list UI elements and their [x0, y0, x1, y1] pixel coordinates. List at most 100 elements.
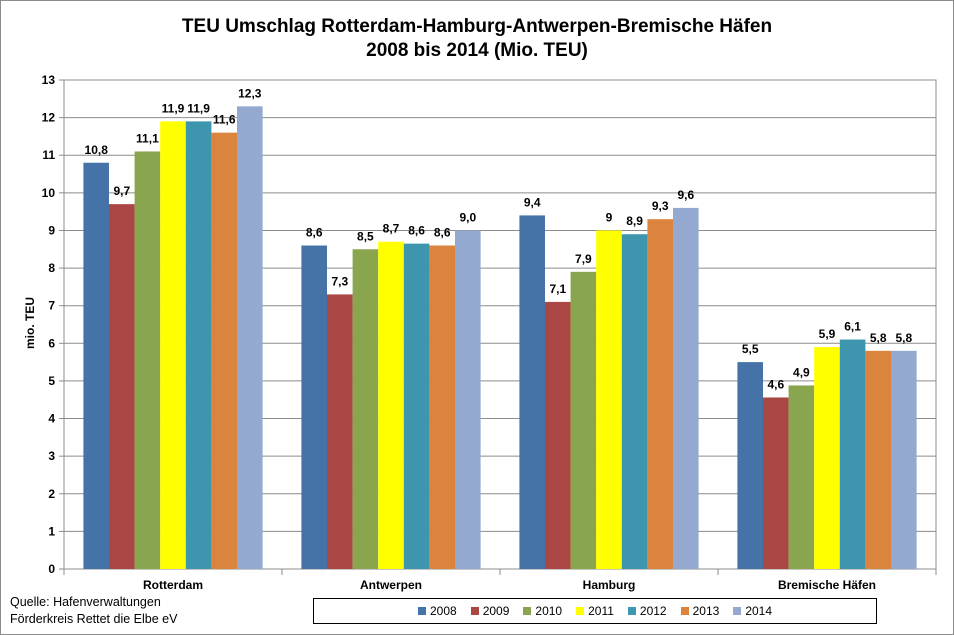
bar-2011-antwerpen — [378, 241, 404, 569]
y-tick-label: 4 — [48, 412, 55, 426]
bar-2009-hamburg — [545, 301, 571, 569]
y-tick-label: 9 — [48, 223, 55, 237]
data-label: 8,7 — [383, 222, 400, 236]
bar-2014-hamburg — [673, 207, 699, 569]
legend-label: 2012 — [639, 604, 667, 618]
bar-2014-antwerpen — [455, 230, 481, 569]
bar-2011-hamburg — [596, 230, 622, 569]
y-tick-label: 0 — [48, 562, 55, 576]
x-tick-label: Hamburg — [583, 578, 636, 592]
data-label: 9,0 — [459, 210, 476, 224]
data-label: 11,9 — [187, 101, 210, 115]
bar-2013-hamburg — [647, 219, 673, 569]
bar-2012-hamburg — [621, 234, 648, 569]
bar-2013-antwerpen — [429, 245, 455, 569]
bar-2010-antwerpen — [352, 249, 379, 569]
bar-2012-rotterdam — [185, 121, 212, 569]
data-label: 4,6 — [767, 377, 784, 391]
legend-label: 2010 — [535, 604, 563, 618]
data-label: 8,6 — [434, 226, 451, 240]
legend-label: 2011 — [588, 604, 614, 618]
data-label: 11,6 — [213, 113, 236, 127]
data-label: 9,7 — [113, 184, 130, 198]
data-label: 8,6 — [306, 226, 323, 240]
y-tick-label: 2 — [48, 487, 55, 501]
data-label: 8,5 — [357, 229, 374, 243]
bar-2010-hamburg — [570, 271, 597, 569]
y-tick-label: 1 — [48, 524, 55, 538]
data-label: 11,9 — [162, 101, 185, 115]
data-label: 11,1 — [136, 131, 159, 145]
data-label: 10,8 — [85, 143, 109, 157]
bar-2013-rotterdam — [211, 132, 237, 569]
data-label: 5,8 — [895, 331, 912, 345]
data-label: 5,9 — [819, 327, 836, 341]
legend-swatch — [576, 607, 585, 615]
legend-swatch — [680, 607, 689, 615]
legend-swatch — [733, 607, 742, 615]
data-label: 8,9 — [626, 214, 643, 228]
y-tick-label: 6 — [48, 336, 55, 350]
source-line2: Förderkreis Rettet die Elbe eV — [10, 612, 178, 626]
legend-label: 2014 — [745, 604, 773, 618]
bar-2010-rotterdam — [134, 151, 161, 569]
chart-title-line2: 2008 bis 2014 (Mio. TEU) — [366, 40, 588, 61]
x-tick-label: Bremische Häfen — [778, 578, 876, 592]
bar-2008-hamburg — [519, 215, 545, 569]
y-tick-label: 13 — [42, 73, 56, 87]
legend-item-2012: 2012 — [627, 604, 667, 618]
bar-2012-antwerpen — [403, 243, 430, 569]
bar-2009-bremische-häfen — [763, 397, 789, 569]
data-label: 8,6 — [408, 224, 425, 238]
legend-swatch — [627, 607, 636, 615]
chart-title-line1: TEU Umschlag Rotterdam-Hamburg-Antwerpen… — [181, 16, 773, 37]
y-tick-label: 3 — [48, 449, 55, 463]
y-tick-label: 7 — [48, 299, 55, 313]
data-label: 6,1 — [844, 320, 861, 334]
legend: 2008 2009 2010 2011 2012 2013 2014 — [313, 598, 877, 624]
legend-swatch — [417, 607, 426, 615]
data-label: 9,3 — [652, 199, 669, 213]
bar-2009-antwerpen — [327, 294, 353, 569]
y-tick-label: 8 — [48, 261, 55, 275]
legend-item-2010: 2010 — [523, 604, 562, 618]
y-tick-label: 5 — [48, 374, 55, 388]
source-line1: Quelle: Hafenverwaltungen — [10, 595, 161, 609]
bar-2011-bremische-häfen — [814, 347, 840, 569]
legend-item-2008: 2008 — [417, 604, 457, 618]
x-tick-label: Antwerpen — [360, 578, 422, 592]
y-axis-label: mio. TEU — [23, 297, 37, 350]
legend-item-2011: 2011 — [576, 604, 614, 618]
x-tick-label: Rotterdam — [143, 578, 203, 592]
legend-item-2009: 2009 — [470, 604, 510, 618]
legend-item-2014: 2014 — [733, 604, 772, 618]
data-label: 7,1 — [549, 282, 566, 296]
bar-2008-antwerpen — [301, 245, 327, 569]
data-label: 12,3 — [238, 86, 262, 100]
legend-label: 2009 — [482, 604, 510, 618]
data-label: 5,8 — [870, 331, 887, 345]
data-label: 9,4 — [524, 195, 541, 209]
legend-label: 2008 — [429, 604, 457, 618]
bar-2013-bremische-häfen — [865, 350, 891, 569]
bar-2014-bremische-häfen — [891, 350, 917, 569]
y-tick-label: 11 — [42, 148, 55, 162]
legend-swatch — [470, 607, 479, 615]
y-tick-label: 12 — [42, 111, 56, 125]
data-label: 5,5 — [742, 342, 759, 356]
data-label: 7,3 — [331, 274, 348, 288]
data-label: 4,9 — [793, 365, 810, 379]
bar-2008-rotterdam — [83, 162, 109, 569]
bar-2010-bremische-häfen — [788, 385, 815, 569]
legend-swatch — [523, 607, 532, 615]
data-label: 9 — [606, 210, 613, 224]
data-label: 9,6 — [677, 188, 694, 202]
bar-2014-rotterdam — [237, 106, 263, 569]
bar-2009-rotterdam — [109, 204, 135, 569]
legend-label: 2013 — [692, 604, 720, 618]
y-tick-label: 10 — [42, 186, 56, 200]
data-label: 7,9 — [575, 252, 592, 266]
legend-item-2013: 2013 — [680, 604, 720, 618]
bar-2011-rotterdam — [160, 121, 186, 569]
